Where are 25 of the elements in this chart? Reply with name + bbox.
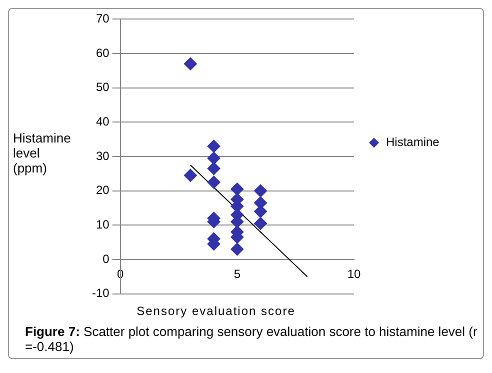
caption: Figure 7: Scatter plot comparing sensory evaluation score to histamine level (r =-0.481) (24, 323, 478, 354)
point (207, 140, 220, 153)
point (207, 152, 220, 165)
legend-label: Histamine (386, 135, 440, 150)
point (184, 168, 197, 182)
x-tick-label: 5 (234, 266, 241, 281)
x-tick-label: 10 (347, 266, 361, 281)
point (230, 182, 244, 196)
y-tick-label: 0 (102, 252, 110, 266)
y-tick-label: 60 (96, 46, 110, 60)
point (207, 176, 220, 189)
point (254, 184, 268, 198)
point (254, 216, 268, 230)
y-tick-label: 20 (96, 183, 110, 198)
y-tick-label: 50 (96, 80, 110, 94)
y-tick-label: -10 (92, 286, 110, 300)
y-axis-title: Histamine level (ppm) (13, 130, 71, 176)
x-axis-title: Sensory evaluation score (136, 304, 296, 318)
point (230, 242, 244, 256)
y-tick-label: 10 (96, 217, 110, 232)
y-tick-label: 70 (96, 12, 110, 26)
y-tick-label: 40 (96, 114, 110, 128)
y-tick-label: 30 (96, 148, 110, 163)
point (207, 162, 220, 176)
point (184, 57, 197, 70)
